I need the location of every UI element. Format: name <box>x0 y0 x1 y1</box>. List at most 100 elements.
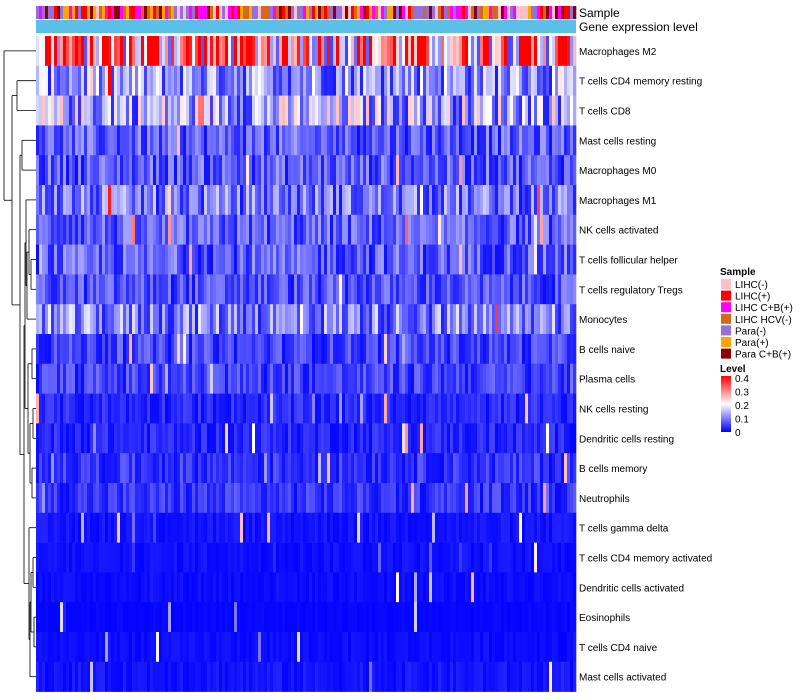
heatmap-cell <box>552 453 556 484</box>
heatmap-cell <box>465 244 469 275</box>
heatmap-cell <box>249 125 253 156</box>
heatmap-row <box>36 36 577 67</box>
heatmap-cell <box>543 363 547 394</box>
heatmap-cell <box>96 632 100 663</box>
heatmap-cell <box>426 95 430 126</box>
heatmap-cell <box>366 483 370 514</box>
heatmap-cell <box>216 483 220 514</box>
heatmap-cell <box>564 274 568 305</box>
heatmap-cell <box>171 512 175 543</box>
heatmap-cell <box>489 363 493 394</box>
heatmap-cell <box>384 393 388 424</box>
heatmap-cell <box>63 36 67 67</box>
heatmap-cell <box>276 602 280 633</box>
heatmap-cell <box>105 483 109 514</box>
heatmap-cell <box>423 602 427 633</box>
heatmap-cell <box>48 363 52 394</box>
heatmap-cell <box>501 214 505 245</box>
heatmap-cell <box>225 423 229 454</box>
heatmap-cell <box>207 632 211 663</box>
heatmap-cell <box>99 36 103 67</box>
heatmap-cell <box>339 125 343 156</box>
heatmap-cell <box>450 214 454 245</box>
heatmap-cell <box>405 65 409 96</box>
heatmap-cell <box>285 542 289 573</box>
heatmap-cell <box>462 244 466 275</box>
sample-annotation-cell <box>300 6 304 19</box>
heatmap-cell <box>123 602 127 633</box>
heatmap-cell <box>540 483 544 514</box>
heatmap-cell <box>465 185 469 216</box>
heatmap-cell <box>342 304 346 335</box>
heatmap-cell <box>489 95 493 126</box>
heatmap-cell <box>69 423 73 454</box>
heatmap-cell <box>450 125 454 156</box>
heatmap-cell <box>243 632 247 663</box>
heatmap-cell <box>228 542 232 573</box>
heatmap-cell <box>318 65 322 96</box>
heatmap-cell <box>423 661 427 692</box>
heatmap-cell <box>345 393 349 424</box>
heatmap-cell <box>228 334 232 365</box>
heatmap-cell <box>261 36 265 67</box>
heatmap-cell <box>135 36 139 67</box>
heatmap-cell <box>327 632 331 663</box>
heatmap-cell <box>396 214 400 245</box>
heatmap-cell <box>222 185 226 216</box>
heatmap-cell <box>81 185 85 216</box>
heatmap-cell <box>246 542 250 573</box>
heatmap-cell <box>234 65 238 96</box>
heatmap-cell <box>216 453 220 484</box>
heatmap-cell <box>390 125 394 156</box>
heatmap-cell <box>363 274 367 305</box>
heatmap-cell <box>378 393 382 424</box>
heatmap-cell <box>111 334 115 365</box>
heatmap-cell <box>219 304 223 335</box>
heatmap-cell <box>135 155 139 186</box>
heatmap-cell <box>348 453 352 484</box>
heatmap-cell <box>510 334 514 365</box>
heatmap-cell <box>237 542 241 573</box>
heatmap-cell <box>237 661 241 692</box>
heatmap-cell <box>456 334 460 365</box>
heatmap-cell <box>342 244 346 275</box>
heatmap-cell <box>261 602 265 633</box>
heatmap-cell <box>129 65 133 96</box>
heatmap-cell <box>303 185 307 216</box>
heatmap-cell <box>456 214 460 245</box>
heatmap-cell <box>321 661 325 692</box>
heatmap-cell <box>117 155 121 186</box>
row-dendrogram <box>3 50 36 678</box>
heatmap-cell <box>447 632 451 663</box>
heatmap-cell <box>63 363 67 394</box>
heatmap-cell <box>318 95 322 126</box>
heatmap-cell <box>534 483 538 514</box>
heatmap-cell <box>453 632 457 663</box>
heatmap-cell <box>231 244 235 275</box>
heatmap-cell <box>318 185 322 216</box>
heatmap-cell <box>444 65 448 96</box>
heatmap-cell <box>69 185 73 216</box>
heatmap-cell <box>222 512 226 543</box>
heatmap-cell <box>45 542 49 573</box>
heatmap-cell <box>84 65 88 96</box>
heatmap-cell <box>279 214 283 245</box>
sample-annotation-cell <box>222 6 226 19</box>
heatmap-cell <box>138 393 142 424</box>
heatmap-cell <box>297 363 301 394</box>
sample-annotation-cell <box>174 6 178 19</box>
heatmap-cell <box>525 65 529 96</box>
heatmap-row <box>36 274 577 305</box>
heatmap-cell <box>375 244 379 275</box>
heatmap-cell <box>105 393 109 424</box>
heatmap-cell <box>165 423 169 454</box>
heatmap-cell <box>42 632 46 663</box>
heatmap-cell <box>117 542 121 573</box>
heatmap-cell <box>48 36 52 67</box>
heatmap-cell <box>258 542 262 573</box>
heatmap-cell <box>231 334 235 365</box>
heatmap-cell <box>51 334 55 365</box>
heatmap-cell <box>36 155 40 186</box>
heatmap-cell <box>39 214 43 245</box>
heatmap-cell <box>81 453 85 484</box>
